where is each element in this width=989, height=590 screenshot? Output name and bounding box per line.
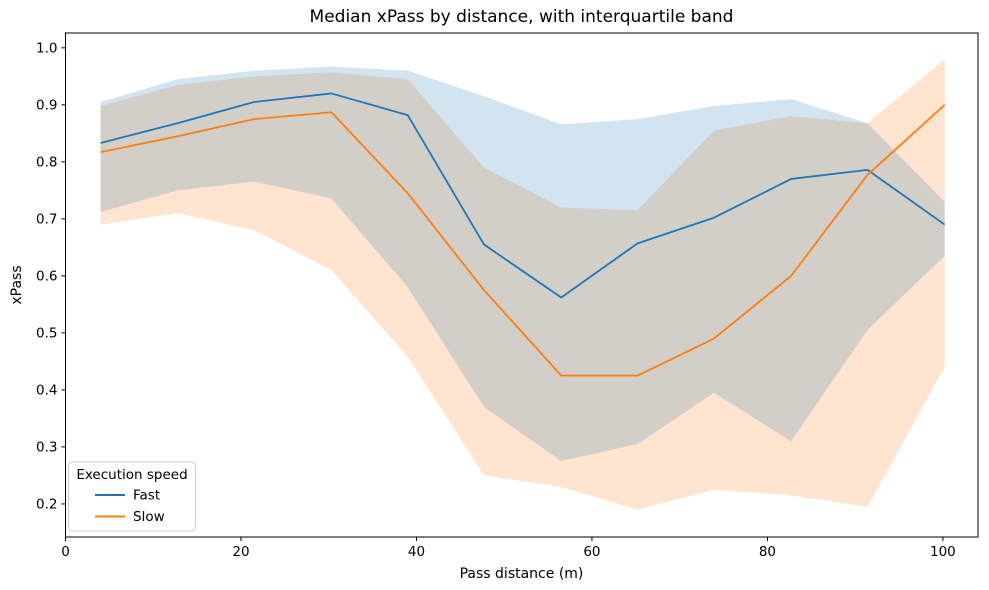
x-axis-label: Pass distance (m): [460, 566, 584, 582]
y-tick-label: 0.7: [36, 212, 57, 228]
x-tick-label: 20: [232, 544, 249, 560]
x-tick-label: 40: [408, 544, 425, 560]
legend-title: Execution speed: [76, 467, 187, 483]
y-tick-label: 0.4: [36, 383, 57, 399]
plot-border: [65, 32, 979, 538]
slow-iqr-band: [100, 59, 945, 510]
slow-median-line: [100, 104, 946, 377]
y-tick-label: 0.2: [36, 497, 57, 513]
y-axis-label: xPass: [9, 265, 25, 304]
x-tick-label: 80: [759, 544, 776, 560]
ticks-layer: 0 20 40 60 80 100 0.2 0.3 0.4 0.5 0.6 0.7 0.8 0.9 1.0: [36, 41, 956, 560]
legend-box: [68, 461, 196, 532]
y-tick-label: 0.3: [36, 440, 57, 456]
legend: Execution speed Fast Slow: [68, 461, 196, 532]
iqr-bands-layer: [100, 59, 945, 510]
slow-legend-label: Slow: [133, 509, 165, 525]
chart-title: Median xPass by distance, with interquar…: [310, 7, 734, 27]
y-tick-label: 0.9: [36, 98, 57, 114]
fast-legend-label: Fast: [133, 488, 160, 504]
fast-median-line: [100, 92, 946, 299]
median-lines-layer: [100, 92, 946, 377]
y-tick-label: 1.0: [36, 41, 57, 57]
x-tick-label: 100: [930, 544, 956, 560]
y-tick-label: 0.6: [36, 269, 57, 285]
x-tick-label: 60: [583, 544, 600, 560]
y-tick-label: 0.8: [36, 155, 57, 171]
y-tick-label: 0.5: [36, 326, 57, 342]
x-tick-label: 0: [61, 544, 70, 560]
fast-iqr-band: [100, 66, 945, 462]
